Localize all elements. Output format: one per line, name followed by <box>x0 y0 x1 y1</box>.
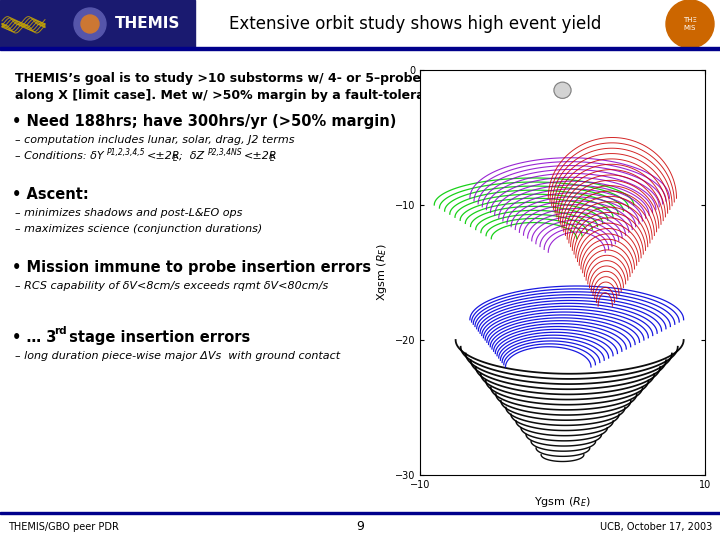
Text: • Mission immune to probe insertion errors: • Mission immune to probe insertion erro… <box>12 260 371 275</box>
Text: rd: rd <box>54 326 67 336</box>
Y-axis label: Xgsm ($R_E$): Xgsm ($R_E$) <box>375 244 389 301</box>
Text: <±2R: <±2R <box>147 151 181 161</box>
Bar <box>0 0 195 47</box>
Text: – minimizes shadows and post-L&EO ops: – minimizes shadows and post-L&EO ops <box>15 208 243 218</box>
Text: THΞ: THΞ <box>683 17 697 23</box>
Text: • Need 188hrs; have 300hrs/yr (>50% margin): • Need 188hrs; have 300hrs/yr (>50% marg… <box>12 114 397 129</box>
Text: • … 3: • … 3 <box>12 330 56 345</box>
Text: 9: 9 <box>356 521 364 534</box>
Text: – RCS capability of δV<8cm/s exceeds rqmt δV<80cm/s: – RCS capability of δV<8cm/s exceeds rqm… <box>15 281 328 291</box>
Text: E: E <box>173 154 178 163</box>
Circle shape <box>74 8 106 40</box>
Text: • Ascent:: • Ascent: <box>12 187 89 202</box>
Text: UCB, October 17, 2003: UCB, October 17, 2003 <box>600 522 712 532</box>
Text: – long duration piece-wise major ΔVs  with ground contact: – long duration piece-wise major ΔVs wit… <box>15 351 340 361</box>
Text: <±2R: <±2R <box>244 151 278 161</box>
Text: Extensive orbit study shows high event yield: Extensive orbit study shows high event y… <box>229 15 601 33</box>
Text: ;  δZ: ; δZ <box>179 151 204 161</box>
Text: – maximizes science (conjunction durations): – maximizes science (conjunction duratio… <box>15 224 262 234</box>
Bar <box>0 512 720 514</box>
Text: P2,3,4NS: P2,3,4NS <box>208 148 243 157</box>
Text: MIS: MIS <box>684 25 696 31</box>
Circle shape <box>81 15 99 33</box>
Text: THEMIS: THEMIS <box>115 17 181 31</box>
Circle shape <box>554 82 571 98</box>
Bar <box>0 47 720 50</box>
X-axis label: Ygsm ($R_E$): Ygsm ($R_E$) <box>534 495 591 509</box>
Text: stage insertion errors: stage insertion errors <box>64 330 251 345</box>
Text: E: E <box>270 154 275 163</box>
Text: – computation includes lunar, solar, drag, J2 terms: – computation includes lunar, solar, dra… <box>15 135 294 145</box>
Text: THEMIS/GBO peer PDR: THEMIS/GBO peer PDR <box>8 522 119 532</box>
Text: P1,2,3,4,5: P1,2,3,4,5 <box>107 148 145 157</box>
Text: along X [limit case]. Met w/ >50% margin by a fault-tolerant orbit strategy.: along X [limit case]. Met w/ >50% margin… <box>15 89 544 102</box>
Text: THEMIS’s goal is to study >10 substorms w/ 4- or 5–probe alignments: THEMIS’s goal is to study >10 substorms … <box>15 72 503 85</box>
Circle shape <box>666 0 714 48</box>
Text: – Conditions: δY: – Conditions: δY <box>15 151 104 161</box>
